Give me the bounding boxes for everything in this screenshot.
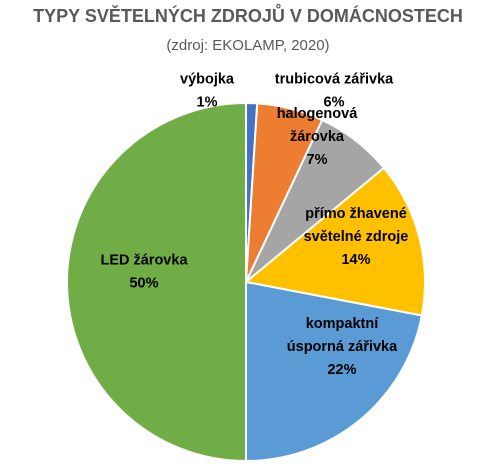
slice-label: přímo žhavené světelné zdroje 14% (304, 206, 409, 268)
slice-value-label: 50% (129, 276, 158, 292)
slice-value-label: 7% (307, 152, 328, 168)
slice-name-label: LED žárovka (100, 253, 188, 269)
slice-name-label: světelné zdroje (304, 229, 409, 245)
slice-label: LED žárovka 50% (100, 253, 188, 292)
chart-subtitle: (zdroj: EKOLAMP, 2020) (166, 37, 329, 54)
slice-name-label: výbojka (180, 72, 235, 88)
slice-name-label: halogenová (277, 106, 359, 122)
slice-name-label: úsporná zářivka (287, 339, 398, 355)
pie-slice (243, 166, 426, 317)
slice-value-label: 1% (197, 95, 218, 111)
slice-name-label: žárovka (290, 129, 345, 145)
slice-value-label: 22% (327, 362, 356, 378)
chart-title: TYPY SVĚTELNÝCH ZDROJŮ V DOMÁCNOSTECH (33, 4, 463, 26)
slice-labels: výbojka 1% trubicová zářivka 6%halogenová žá… (100, 72, 408, 379)
slice-label: kompaktní úsporná zářivka 22% (287, 316, 398, 378)
slice-label: trubicová zářivka 6% (275, 72, 394, 111)
slice-value-label: 14% (341, 252, 370, 268)
pie-slice (66, 101, 247, 463)
slice-name-label: přímo žhavené (305, 206, 407, 222)
pie-slices (66, 101, 426, 463)
slice-name-label: trubicová zářivka (275, 72, 394, 88)
slice-label: halogenová žárovka 7% (277, 106, 359, 168)
slice-label: výbojka 1% (180, 72, 235, 111)
pie-slice (245, 280, 423, 463)
slice-name-label: kompaktní (306, 316, 379, 332)
slice-value-label: 6% (324, 95, 345, 111)
